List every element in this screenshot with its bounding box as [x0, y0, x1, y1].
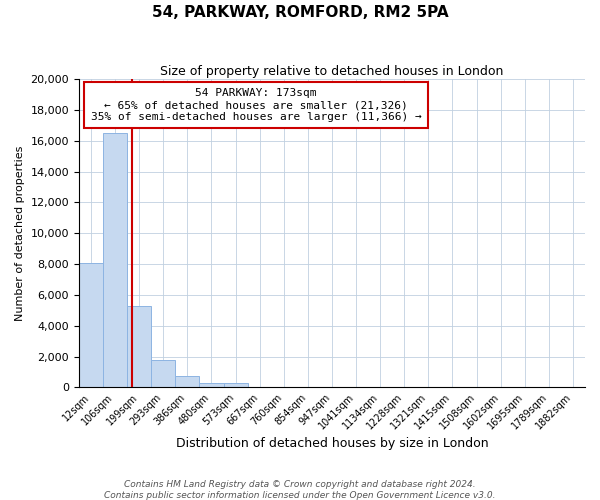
Bar	[199, 383, 224, 388]
Bar	[151, 360, 175, 388]
Text: 54, PARKWAY, ROMFORD, RM2 5PA: 54, PARKWAY, ROMFORD, RM2 5PA	[152, 5, 448, 20]
X-axis label: Distribution of detached houses by size in London: Distribution of detached houses by size …	[176, 437, 488, 450]
Bar	[79, 262, 103, 388]
Bar	[224, 383, 248, 388]
Bar	[103, 133, 127, 388]
Text: 54 PARKWAY: 173sqm
← 65% of detached houses are smaller (21,326)
35% of semi-det: 54 PARKWAY: 173sqm ← 65% of detached hou…	[91, 88, 421, 122]
Y-axis label: Number of detached properties: Number of detached properties	[15, 146, 25, 321]
Title: Size of property relative to detached houses in London: Size of property relative to detached ho…	[160, 65, 503, 78]
Bar	[127, 306, 151, 388]
Bar	[175, 376, 199, 388]
Text: Contains HM Land Registry data © Crown copyright and database right 2024.
Contai: Contains HM Land Registry data © Crown c…	[104, 480, 496, 500]
